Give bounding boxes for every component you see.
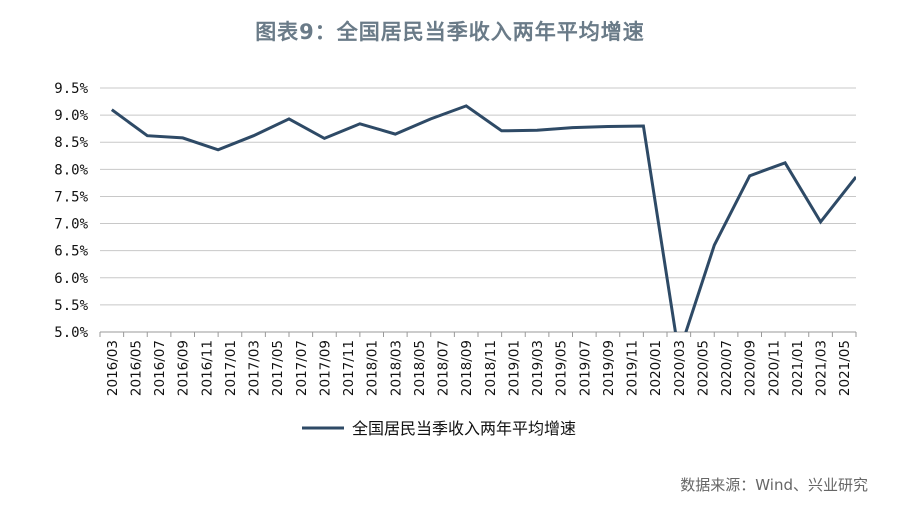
y-tick-label: 7.5% [54,189,88,205]
x-tick-label: 2020/07 [719,340,735,396]
legend: 全国居民当季收入两年平均增速 [302,419,576,438]
series-lines [110,104,856,332]
x-tick-label: 2018/11 [483,340,499,396]
y-tick-label: 6.0% [54,271,88,287]
x-tick-label: 2019/11 [625,340,641,396]
source-note: 数据来源：Wind、兴业研究 [680,476,868,494]
legend-label: 全国居民当季收入两年平均增速 [352,419,576,438]
x-tick-label: 2018/03 [388,340,404,396]
y-tick-label: 8.0% [54,162,88,178]
y-tick-label: 7.0% [54,217,88,233]
x-tick-label: 2019/07 [577,340,593,396]
y-tick-label: 5.0% [54,325,88,341]
x-tick-label: 2020/11 [766,340,782,396]
x-tick-label: 2019/09 [601,340,617,396]
x-tick-label: 2016/11 [199,340,215,396]
y-gridlines [100,87,856,306]
x-tick-label: 2017/07 [294,340,310,396]
y-tick-label: 5.5% [54,298,88,314]
x-tick-label: 2017/01 [223,340,239,396]
x-tick-label: 2019/05 [554,340,570,396]
x-tick-label: 2020/09 [743,340,759,396]
x-tick-label: 2017/09 [317,340,333,396]
x-tick-label: 2018/07 [436,340,452,396]
x-tick-label: 2021/01 [790,340,806,396]
x-tick-label: 2021/03 [814,340,830,396]
y-tick-labels: 5.0% 5.5% 6.0% 6.5% 7.0% 7.5% 8.0% 8.5% 9.0% 9.5% [54,81,88,341]
x-tick-label: 2016/09 [176,340,192,396]
x-tick-label: 2018/05 [412,340,428,396]
x-tick-label: 2017/03 [247,340,263,396]
x-tick-label: 2020/05 [695,340,711,396]
x-tick-label: 2017/11 [341,340,357,396]
x-tick-label: 2021/05 [837,340,853,396]
x-tick-label: 2020/03 [672,340,688,396]
x-tick-label: 2016/07 [152,340,168,396]
x-tick-label: 2019/03 [530,340,546,396]
y-tick-label: 9.5% [54,81,88,97]
x-tick-label: 2020/01 [648,340,664,396]
series-line [110,104,856,332]
y-tick-label: 9.0% [54,108,88,124]
x-tick-label: 2019/01 [506,340,522,396]
x-axis [99,331,857,337]
x-tick-label: 2016/03 [105,340,121,396]
y-tick-label: 6.5% [54,244,88,260]
x-tick-label: 2017/05 [270,340,286,396]
x-tick-label: 2018/01 [365,340,381,396]
x-tick-label: 2018/09 [459,340,475,396]
chart-title: 图表9：全国居民当季收入两年平均增速 [255,20,645,44]
x-tick-labels: 2016/03 2016/05 2016/07 2016/09 2016/11 2017/… [105,340,853,396]
y-tick-label: 8.5% [54,135,88,151]
x-tick-label: 2016/05 [128,340,144,396]
